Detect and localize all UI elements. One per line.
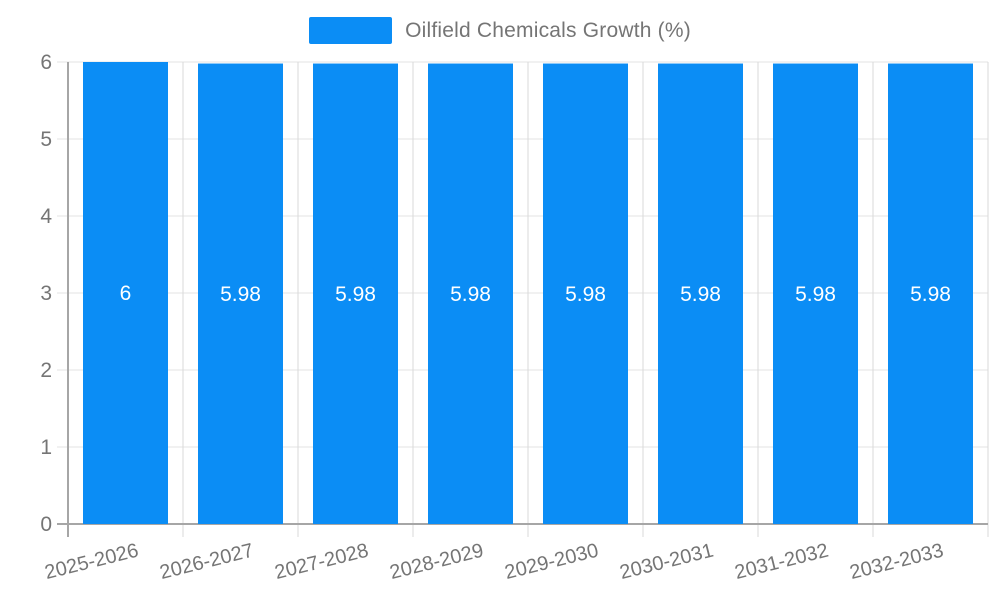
y-tick-label: 0: [40, 513, 52, 536]
bar-2025-2026[interactable]: [83, 62, 168, 524]
y-tick-label: 6: [40, 51, 52, 74]
bar-value-label: 6: [120, 282, 132, 305]
x-tick-label: 2032-2033: [848, 540, 946, 584]
bar-2026-2027[interactable]: [198, 63, 283, 524]
bar-value-label: 5.98: [565, 283, 606, 306]
bar-2029-2030[interactable]: [543, 63, 628, 524]
y-tick-label: 1: [40, 436, 52, 459]
bar-2028-2029[interactable]: [428, 63, 513, 524]
bar-value-label: 5.98: [910, 283, 951, 306]
bar-value-label: 5.98: [450, 283, 491, 306]
x-tick-label: 2025-2026: [43, 540, 141, 584]
bar-2030-2031[interactable]: [658, 63, 743, 524]
chart-legend[interactable]: Oilfield Chemicals Growth (%): [0, 17, 1000, 44]
y-tick-label: 2: [40, 359, 52, 382]
y-tick-label: 5: [40, 128, 52, 151]
x-tick-label: 2029-2030: [503, 540, 601, 584]
bar-2027-2028[interactable]: [313, 63, 398, 524]
bar-value-label: 5.98: [335, 283, 376, 306]
bar-2032-2033[interactable]: [888, 63, 973, 524]
y-tick-label: 4: [40, 205, 52, 228]
x-tick-label: 2026-2027: [158, 540, 256, 584]
bar-value-label: 5.98: [680, 283, 721, 306]
legend-label[interactable]: Oilfield Chemicals Growth (%): [405, 18, 691, 42]
x-tick-label: 2030-2031: [618, 540, 716, 584]
x-tick-label: 2028-2029: [388, 540, 486, 584]
bar-value-label: 5.98: [795, 283, 836, 306]
legend-swatch[interactable]: [309, 17, 393, 44]
x-tick-label: 2027-2028: [273, 540, 371, 584]
y-tick-label: 3: [40, 282, 52, 305]
bar-value-label: 5.98: [220, 283, 261, 306]
bar-2031-2032[interactable]: [773, 63, 858, 524]
x-tick-label: 2031-2032: [733, 540, 831, 584]
